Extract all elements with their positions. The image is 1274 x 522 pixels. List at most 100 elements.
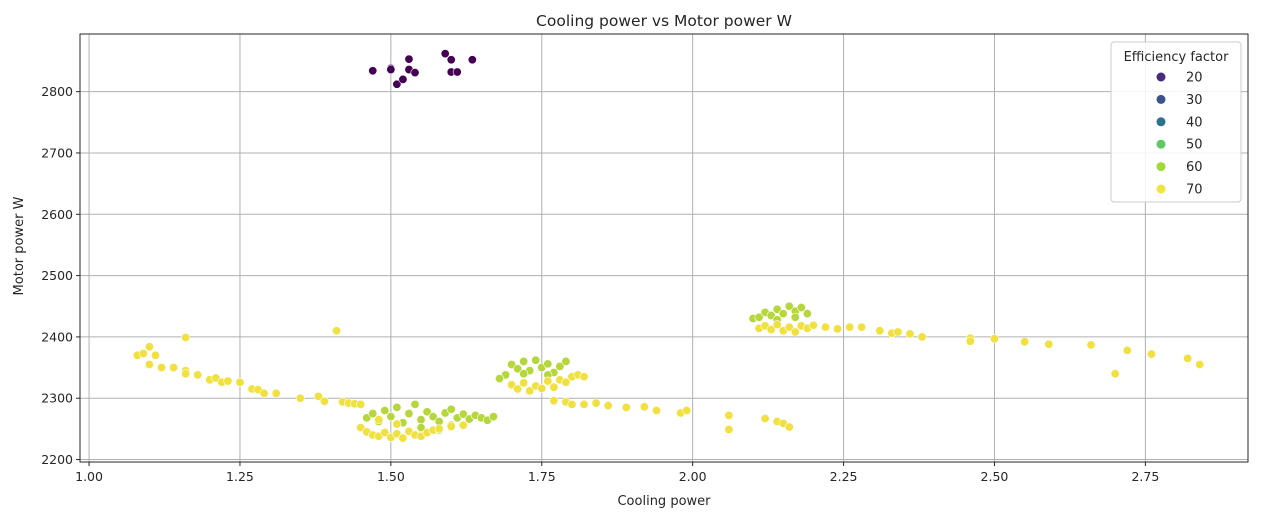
- legend-label-40: 40: [1186, 115, 1203, 130]
- data-point-60: [404, 409, 414, 419]
- data-point-70: [1146, 349, 1156, 359]
- data-point-60: [422, 407, 432, 417]
- data-point-70: [181, 333, 191, 343]
- data-point-60: [784, 301, 794, 311]
- data-point-20: [446, 55, 456, 65]
- data-point-70: [138, 348, 148, 358]
- data-point-60: [380, 405, 390, 415]
- x-axis-ticks: 1.00 1.25 1.50 1.75 2.00 2.25 2.50 2.75: [75, 462, 1159, 484]
- y-tick-label: 2600: [41, 207, 73, 222]
- data-point-70: [905, 329, 915, 339]
- chart-title: Cooling power vs Motor power W: [536, 12, 792, 30]
- data-point-70: [169, 363, 179, 373]
- data-point-70: [845, 322, 855, 332]
- legend-marker-70: [1156, 184, 1166, 194]
- data-point-70: [392, 419, 402, 429]
- data-point-70: [507, 380, 517, 390]
- legend-label-60: 60: [1186, 160, 1203, 175]
- grid-lines: [80, 34, 1248, 462]
- x-tick-label: 2.00: [679, 469, 707, 484]
- data-point-70: [1195, 360, 1205, 370]
- x-tick-label: 1.50: [377, 469, 405, 484]
- data-point-60: [495, 374, 505, 384]
- y-axis-title: Motor power W: [12, 196, 27, 295]
- data-point-60: [796, 302, 806, 312]
- data-point-70: [332, 326, 342, 336]
- data-point-60: [519, 369, 529, 379]
- data-point-70: [235, 377, 245, 387]
- data-point-70: [989, 334, 999, 344]
- data-point-20: [410, 68, 420, 78]
- data-point-70: [724, 410, 734, 420]
- data-point-60: [428, 412, 438, 422]
- data-point-60: [561, 356, 571, 366]
- data-point-70: [875, 326, 885, 336]
- data-point-70: [833, 324, 843, 334]
- data-point-70: [579, 372, 589, 382]
- data-point-70: [561, 377, 571, 387]
- data-point-60: [513, 364, 523, 374]
- legend-title: Efficiency factor: [1124, 50, 1229, 65]
- data-point-70: [772, 320, 782, 330]
- data-point-70: [917, 332, 927, 342]
- data-point-70: [766, 325, 776, 335]
- data-point-20: [392, 79, 402, 89]
- data-point-70: [603, 401, 613, 411]
- data-point-70: [724, 425, 734, 435]
- x-tick-label: 1.75: [528, 469, 556, 484]
- data-point-20: [467, 55, 477, 65]
- legend-box: [1110, 41, 1242, 203]
- data-point-70: [1020, 337, 1030, 347]
- data-point-60: [392, 402, 402, 412]
- data-point-20: [368, 66, 378, 76]
- data-point-70: [144, 360, 154, 370]
- legend-label-30: 30: [1186, 93, 1203, 108]
- data-point-70: [211, 373, 221, 383]
- y-tick-label: 2700: [41, 145, 73, 160]
- data-point-70: [1110, 369, 1120, 379]
- data-point-20: [386, 65, 396, 75]
- data-point-60: [410, 399, 420, 409]
- data-point-70: [458, 420, 468, 430]
- data-point-70: [150, 350, 160, 360]
- x-tick-label: 2.50: [981, 469, 1009, 484]
- data-point-60: [555, 361, 565, 371]
- data-point-70: [639, 402, 649, 412]
- data-point-70: [380, 428, 390, 438]
- legend: Efficiency factor 20 30 40 50 60 70: [1110, 41, 1242, 203]
- data-point-70: [1086, 340, 1096, 350]
- y-axis-ticks: 2200 2300 2400 2500 2600 2700 2800: [41, 84, 80, 467]
- data-point-70: [519, 378, 529, 388]
- y-tick-label: 2800: [41, 84, 73, 99]
- x-tick-label: 2.75: [1131, 469, 1159, 484]
- legend-label-70: 70: [1186, 183, 1203, 198]
- x-tick-label: 1.25: [226, 469, 254, 484]
- data-point-60: [531, 355, 541, 365]
- y-tick-label: 2500: [41, 268, 73, 283]
- data-point-60: [766, 310, 776, 320]
- data-point-70: [193, 370, 203, 380]
- data-point-70: [319, 396, 329, 406]
- data-point-70: [144, 342, 154, 352]
- data-point-70: [313, 391, 323, 401]
- legend-marker-20: [1156, 72, 1166, 82]
- data-point-70: [579, 399, 589, 409]
- data-point-70: [651, 405, 661, 415]
- x-axis-title: Cooling power: [617, 494, 711, 509]
- data-point-70: [790, 327, 800, 337]
- data-point-70: [295, 393, 305, 403]
- data-point-70: [820, 322, 830, 332]
- legend-marker-40: [1156, 117, 1166, 127]
- data-point-20: [452, 67, 462, 77]
- legend-label-50: 50: [1186, 138, 1203, 153]
- data-point-60: [416, 415, 426, 425]
- data-point-70: [392, 429, 402, 439]
- data-point-60: [458, 409, 468, 419]
- data-point-70: [525, 386, 535, 396]
- data-point-60: [507, 360, 517, 370]
- data-point-70: [893, 327, 903, 337]
- data-point-70: [1122, 345, 1132, 355]
- data-point-20: [440, 49, 450, 59]
- data-point-20: [404, 54, 414, 64]
- data-point-70: [784, 322, 794, 332]
